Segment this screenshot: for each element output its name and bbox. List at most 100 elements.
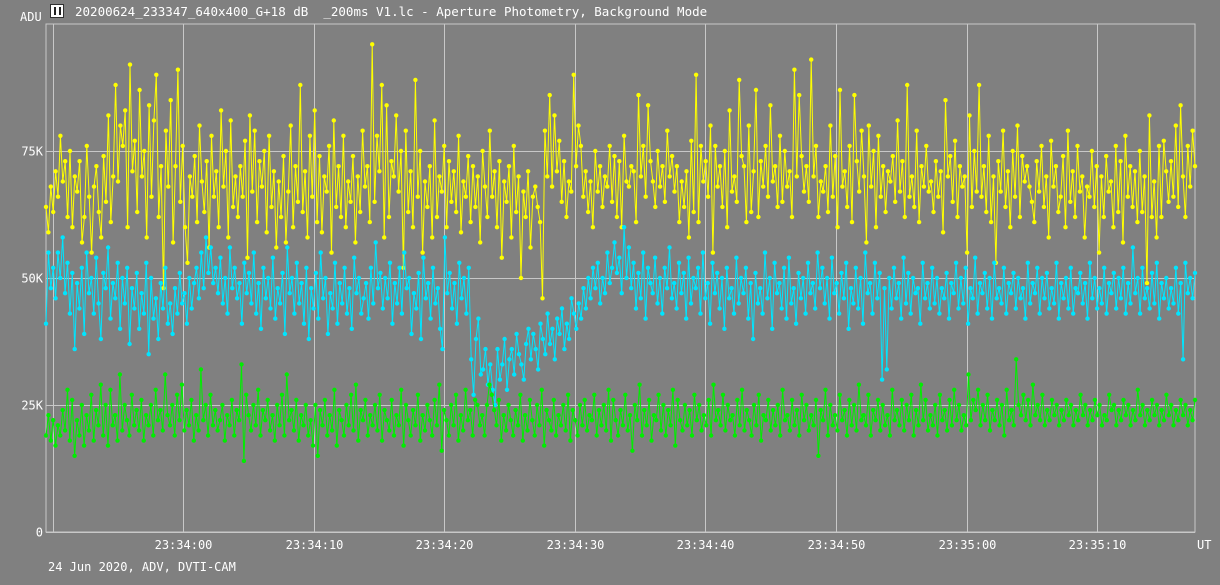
- data-point: [916, 219, 922, 225]
- data-point: [550, 326, 555, 331]
- data-point: [860, 321, 866, 326]
- data-point: [229, 397, 235, 403]
- data-point: [127, 62, 133, 67]
- data-point: [833, 153, 838, 159]
- data-point: [868, 433, 873, 438]
- data-point: [422, 179, 428, 184]
- data-point: [718, 423, 723, 428]
- data-point: [315, 453, 320, 458]
- data-point: [282, 433, 287, 438]
- data-point: [944, 270, 949, 276]
- data-point: [755, 301, 761, 306]
- data-point: [904, 402, 909, 408]
- data-point: [609, 199, 615, 204]
- data-point: [1099, 423, 1105, 428]
- data-point: [1154, 402, 1160, 408]
- data-point: [527, 397, 533, 403]
- data-point: [825, 209, 831, 215]
- data-point: [679, 179, 684, 184]
- data-point: [1183, 214, 1188, 220]
- data-point: [519, 362, 524, 367]
- data-point: [308, 418, 313, 423]
- data-point: [1044, 174, 1049, 179]
- data-point: [983, 418, 988, 423]
- x-tick-label: 23:34:10: [286, 538, 344, 552]
- data-point: [1023, 418, 1028, 423]
- data-point: [430, 235, 435, 240]
- data-point: [1097, 402, 1102, 408]
- data-point: [163, 128, 169, 133]
- data-point: [432, 397, 437, 403]
- data-point: [426, 280, 431, 286]
- data-point: [499, 255, 504, 260]
- data-point: [902, 214, 907, 220]
- data-point: [349, 326, 354, 331]
- data-point: [717, 306, 722, 311]
- data-point: [67, 148, 73, 154]
- data-point: [871, 148, 876, 154]
- data-point: [130, 169, 135, 174]
- data-point: [444, 225, 449, 230]
- data-point: [370, 42, 375, 47]
- data-point: [605, 250, 610, 255]
- data-point: [547, 92, 552, 98]
- data-point: [210, 423, 216, 428]
- data-point: [730, 413, 735, 418]
- data-point: [657, 184, 663, 189]
- data-point: [374, 133, 380, 138]
- data-point: [239, 362, 244, 367]
- data-point: [782, 418, 788, 423]
- data-point: [761, 184, 766, 189]
- data-point: [1096, 250, 1102, 255]
- data-point: [270, 255, 276, 260]
- data-point: [482, 433, 487, 438]
- data-point: [813, 143, 819, 149]
- data-point: [686, 235, 692, 240]
- data-point: [344, 402, 349, 408]
- data-point: [232, 265, 237, 270]
- data-point: [120, 428, 125, 433]
- data-point: [62, 159, 68, 164]
- data-point: [115, 179, 121, 184]
- data-point: [320, 423, 325, 428]
- data-point: [903, 301, 909, 306]
- data-point: [544, 407, 549, 413]
- app-icon[interactable]: [50, 4, 64, 18]
- data-point: [964, 250, 970, 255]
- data-point: [284, 372, 289, 377]
- data-point: [1178, 103, 1183, 108]
- data-point: [987, 428, 993, 433]
- data-point: [77, 306, 82, 311]
- data-point: [53, 296, 58, 301]
- data-point: [341, 433, 347, 438]
- data-point: [390, 321, 395, 326]
- data-point: [440, 346, 445, 352]
- data-point: [311, 306, 316, 311]
- data-point: [662, 199, 668, 204]
- data-point: [256, 280, 261, 286]
- data-point: [761, 413, 766, 418]
- data-point: [356, 275, 362, 281]
- x-tick-label: 23:34:20: [416, 538, 474, 552]
- data-point: [281, 153, 286, 159]
- data-point: [777, 133, 783, 138]
- data-point: [489, 392, 494, 397]
- data-point: [484, 402, 490, 408]
- data-point: [476, 316, 481, 321]
- data-point: [234, 407, 239, 413]
- data-point: [1075, 291, 1081, 296]
- data-point: [614, 270, 620, 276]
- data-point: [187, 174, 193, 179]
- data-point: [577, 402, 583, 408]
- data-point: [48, 286, 53, 291]
- data-point: [288, 123, 293, 128]
- data-point: [866, 123, 871, 128]
- data-point: [778, 433, 783, 438]
- data-point: [142, 148, 147, 154]
- data-point: [251, 250, 256, 255]
- data-point: [982, 270, 987, 276]
- data-point: [545, 311, 550, 316]
- chart-grid: [45, 23, 1196, 533]
- data-point: [1028, 301, 1033, 306]
- data-point: [1095, 413, 1100, 418]
